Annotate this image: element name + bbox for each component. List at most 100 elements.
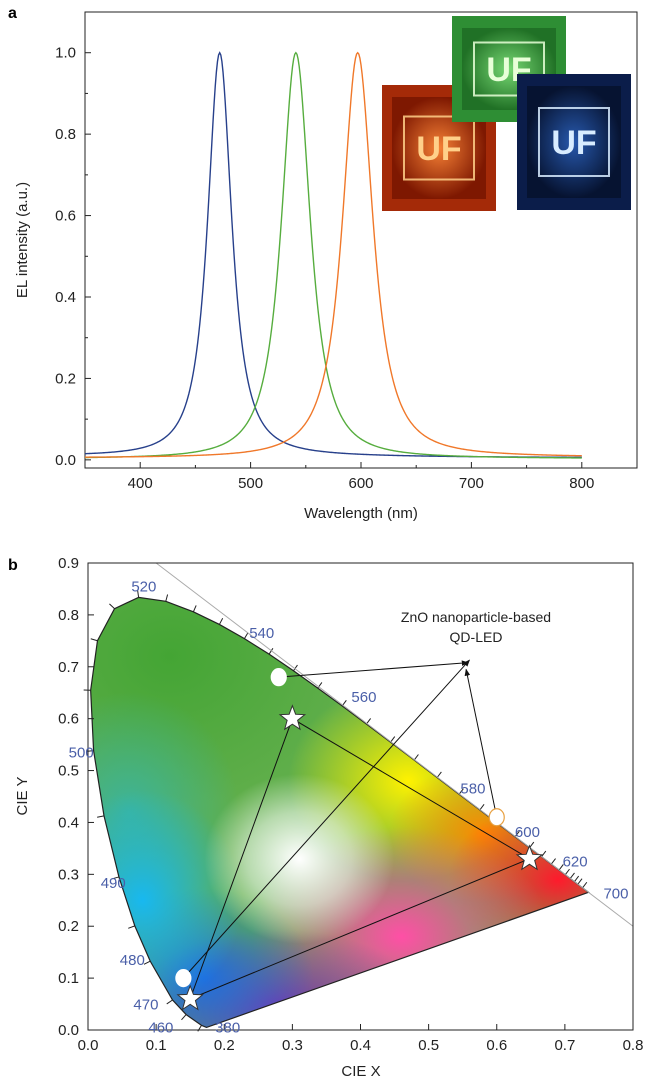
y-tick-label: 0.0 — [58, 1022, 79, 1039]
panel-b-label: b — [8, 557, 18, 574]
locus-tick — [165, 594, 169, 602]
inset-logo-text: UF — [416, 130, 461, 168]
gamut-color-blend — [90, 597, 350, 807]
locus-tick — [479, 804, 485, 811]
y-tick-label: 0.0 — [55, 452, 76, 469]
locus-tick — [243, 632, 249, 639]
annotation-arrow — [464, 668, 498, 818]
locus-tick — [569, 872, 575, 879]
panel-b-x-axis-title: CIE X — [341, 1063, 380, 1080]
y-tick-label: 0.4 — [58, 814, 79, 831]
inset-pixel-frame — [473, 41, 545, 97]
el-spectrum-line — [85, 51, 582, 458]
y-tick-label: 0.9 — [58, 555, 79, 572]
locus-tick — [574, 875, 580, 882]
panel-b-y-axis-title: CIE Y — [14, 777, 31, 816]
star-marker — [176, 984, 204, 1011]
star-marker — [515, 844, 544, 871]
locus-tick — [143, 960, 151, 965]
locus-tick — [137, 590, 140, 598]
x-tick-label: 0.2 — [214, 1037, 235, 1054]
y-tick-label: 0.2 — [58, 918, 79, 935]
locus-tick — [97, 815, 105, 818]
x-tick-label: 0.5 — [418, 1037, 439, 1054]
gamut-triangle — [189, 717, 531, 1000]
zno-qdled-point — [270, 668, 287, 687]
x-tick-label: 0.4 — [350, 1037, 371, 1054]
inset-logo-text: UF — [551, 124, 596, 162]
locus-tick — [90, 638, 98, 642]
wavelength-label: 520 — [131, 578, 156, 595]
x-tick-label: 800 — [569, 475, 594, 492]
locus-tick — [128, 925, 135, 929]
y-tick-label: 0.3 — [58, 866, 79, 883]
locus-tick — [564, 868, 570, 875]
wavelength-label: 600 — [515, 824, 540, 841]
x-tick-label: 0.0 — [78, 1037, 99, 1054]
x-tick-label: 0.3 — [282, 1037, 303, 1054]
wavelength-label: 470 — [133, 997, 158, 1014]
wavelength-label: 560 — [351, 689, 376, 706]
wavelength-label: 460 — [148, 1019, 173, 1036]
wavelength-label: 490 — [101, 875, 126, 892]
panel-a-label: a — [8, 5, 17, 22]
locus-tick — [218, 618, 224, 625]
locus-tick — [109, 603, 115, 610]
locus-tick — [181, 1014, 187, 1021]
locus-tick — [166, 999, 173, 1005]
annotation-line-1: ZnO nanoparticle-based — [401, 609, 551, 625]
y-tick-label: 0.8 — [58, 607, 79, 624]
y-tick-label: 0.2 — [55, 370, 76, 387]
x-tick-label: 400 — [128, 475, 153, 492]
wavelength-label: 540 — [249, 625, 274, 642]
locus-tick — [293, 664, 298, 672]
inset-pixel-frame — [538, 107, 610, 177]
wavelength-label: 500 — [69, 744, 94, 761]
device-photo-inset: UF — [517, 74, 631, 210]
annotation-arrow — [183, 659, 470, 979]
y-tick-label: 0.5 — [58, 763, 79, 780]
y-tick-label: 0.7 — [58, 659, 79, 676]
y-tick-label: 0.6 — [58, 711, 79, 728]
x-tick-label: 0.6 — [486, 1037, 507, 1054]
x-tick-label: 500 — [238, 475, 263, 492]
x-tick-label: 0.1 — [146, 1037, 167, 1054]
y-tick-label: 1.0 — [55, 45, 76, 62]
zno-qdled-point — [488, 808, 505, 827]
locus-tick — [558, 864, 564, 871]
panel-a-y-axis-title: EL intensity (a.u.) — [14, 182, 31, 298]
wavelength-label: 700 — [603, 886, 628, 903]
y-tick-label: 0.6 — [55, 208, 76, 225]
locus-tick — [550, 858, 556, 865]
star-marker — [278, 704, 307, 731]
zno-qdled-point — [175, 969, 192, 988]
locus-tick — [577, 878, 583, 885]
annotation-line-2: QD-LED — [450, 629, 503, 645]
el-spectrum-line — [85, 51, 582, 459]
panel-b: 0.0 0.1 0.2 0.3 0.4 0.5 0.6 0.7 0.8 0.0 0.1 0.2 0.3 0… — [14, 555, 644, 1080]
locus-tick — [582, 881, 588, 889]
y-tick-label: 0.1 — [58, 970, 79, 987]
y-tick-label: 0.8 — [55, 126, 76, 143]
inset-pixel-frame — [403, 115, 475, 181]
annotation-arrow — [278, 660, 469, 678]
locus-tick — [436, 771, 442, 778]
gamut-color-blend — [204, 773, 395, 944]
locus-tick — [514, 830, 520, 838]
x-tick-label: 0.8 — [623, 1037, 644, 1054]
wavelength-label: 620 — [563, 853, 588, 870]
locus-tick — [112, 876, 120, 880]
device-photo-inset: UF — [382, 85, 496, 211]
locus-tick — [458, 788, 464, 795]
panel-a-x-axis-title: Wavelength (nm) — [304, 505, 418, 522]
locus-tick — [192, 605, 197, 613]
x-tick-label: 700 — [459, 475, 484, 492]
x-tick-label: 600 — [348, 475, 373, 492]
x-tick-label: 0.7 — [554, 1037, 575, 1054]
wavelength-label: 580 — [460, 781, 485, 798]
y-tick-label: 0.4 — [55, 289, 76, 306]
locus-tick — [268, 648, 274, 655]
reference-diagonal-line — [155, 562, 634, 927]
